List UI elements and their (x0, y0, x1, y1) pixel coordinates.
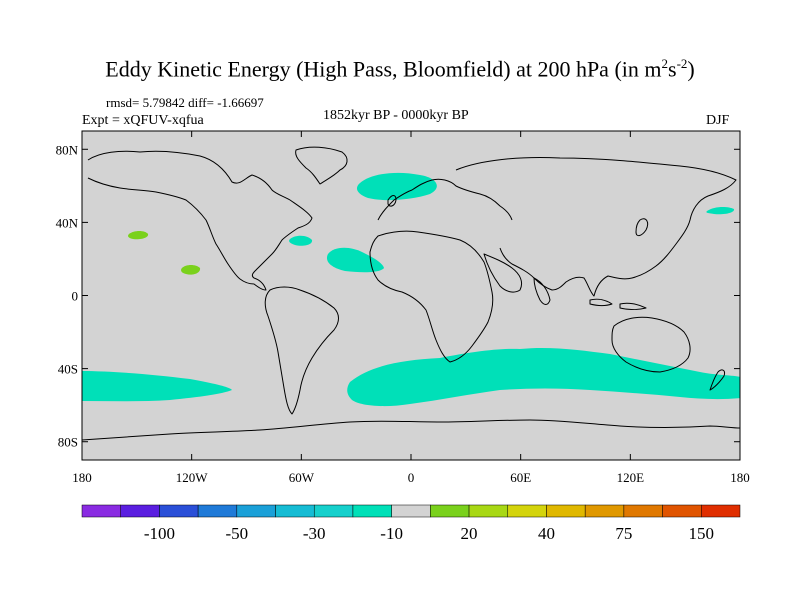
lon-tick-label: 120W (176, 470, 209, 485)
colorbar-label: 40 (538, 524, 555, 543)
colorbar-box (623, 504, 663, 518)
north-atlantic-negative (356, 172, 437, 201)
colorbar-box (120, 504, 160, 518)
africa-coast (369, 230, 494, 363)
north-america-coast (87, 150, 313, 291)
australia-coast (611, 316, 691, 373)
lat-tick-label: 40S (58, 362, 78, 377)
colorbar-label: 20 (461, 524, 478, 543)
southern-ocean-pacific-negative (82, 371, 232, 402)
lat-tick-label: 80N (56, 142, 79, 157)
colorbar-box (352, 504, 392, 518)
colorbar-label: -100 (144, 524, 175, 543)
colorbar-label: 75 (615, 524, 632, 543)
north-pacific-positive-2 (181, 265, 201, 275)
colorbar-box (584, 504, 625, 518)
colorbar-label: 150 (689, 524, 715, 543)
colorbar-box (197, 504, 238, 518)
lon-tick-label: 120E (617, 470, 645, 485)
colorbar-box (275, 504, 315, 518)
asia-coast (455, 157, 737, 297)
colorbar-label: -10 (380, 524, 403, 543)
lat-tick-label: 40N (56, 215, 79, 230)
season-label: DJF (706, 113, 730, 128)
anomaly-layer (82, 172, 740, 407)
lat-tick-label: 0 (72, 289, 79, 304)
lon-tick-label: 180 (730, 470, 750, 485)
colorbar-label: -30 (303, 524, 326, 543)
colorbar-box (313, 504, 354, 518)
colorbar-label: -50 (225, 524, 248, 543)
lon-tick-label: 180 (72, 470, 92, 485)
plot-title: Eddy Kinetic Energy (High Pass, Bloomfie… (105, 56, 695, 82)
lon-tick-label: 60E (510, 470, 531, 485)
colorbar-box (430, 504, 470, 518)
period-label: 1852kyr BP - 0000kyr BP (323, 108, 469, 123)
arabia-india-coast (483, 253, 551, 305)
coastlines (82, 146, 740, 441)
colorbar-box (236, 504, 276, 518)
stats-label: rmsd= 5.79842 diff= -1.66697 (106, 95, 264, 110)
indonesia-coast (589, 298, 647, 310)
new-zealand-coast (709, 369, 725, 391)
colorbar-box (391, 504, 431, 518)
north-pacific-positive-1 (128, 231, 149, 240)
greenland-coast (295, 146, 348, 185)
colorbar-box (468, 504, 509, 518)
lon-tick-label: 60W (289, 470, 315, 485)
uk-coast (387, 195, 397, 207)
lon-tick-label: 0 (408, 470, 415, 485)
colorbar-box (159, 504, 199, 518)
lat-tick-label: 80S (58, 435, 78, 450)
south-america-coast (264, 286, 339, 415)
colorbar-box (546, 504, 586, 518)
colorbar-box (507, 504, 547, 518)
southern-ocean-indian-negative (347, 347, 740, 407)
japan-coast (635, 218, 649, 237)
subtropical-atlantic-negative (326, 247, 384, 273)
colorbar-box (701, 504, 741, 518)
mid-atlantic-negative (289, 235, 313, 246)
experiment-label: Expt = xQFUV-xqfua (82, 113, 204, 128)
colorbar-box (662, 504, 702, 518)
north-pacific-east-negative (706, 206, 735, 215)
colorbar-box (81, 504, 121, 518)
antarctica-coast (82, 419, 740, 441)
